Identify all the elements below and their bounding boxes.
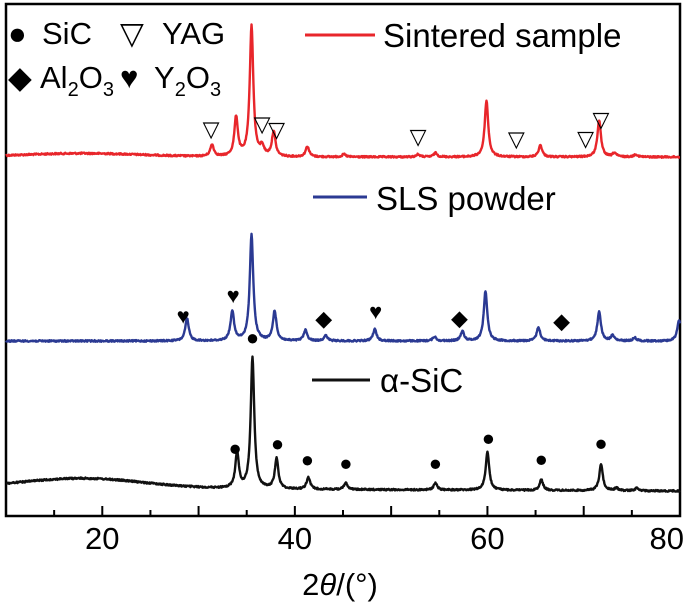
phase-marker-y2o3-sls-powder-3: ♥	[369, 299, 382, 324]
phase-marker-y2o3-sls-powder-1: ♥	[227, 283, 240, 308]
phase-marker-sic-sic-5: ●	[429, 450, 442, 475]
legend-series-sintered-label: Sintered sample	[383, 17, 621, 54]
phase-marker-yag-sintered-sample-6: ▽	[593, 107, 610, 132]
phase-marker-yag-sintered-sample-3: ▽	[410, 124, 427, 149]
phase-marker-sic-sic-2: ●	[271, 431, 284, 456]
phase-legend-label-yag: YAG	[162, 16, 225, 51]
phase-legend-symbol-yag: ▽	[120, 16, 144, 51]
phase-marker-sic-sic-4: ●	[339, 450, 352, 475]
phase-legend-label-al2o3: Al2O3	[40, 60, 114, 101]
x-tick-label-60: 60	[470, 521, 504, 556]
phase-marker-sic-sic-0: ●	[229, 436, 242, 461]
phase-legend-label-y2o3: Y2O3	[154, 60, 221, 101]
phase-marker-yag-sintered-sample-0: ▽	[203, 117, 220, 142]
phase-legend-symbol-y2o3: ♥	[120, 60, 138, 95]
series-line-sic	[5, 355, 681, 493]
phase-legend-symbol-al2o3: ◆	[8, 60, 32, 95]
legend-series-asic-label: α-SiC	[380, 362, 463, 399]
phase-legend-label-sic: SiC	[42, 16, 92, 51]
x-tick-label-80: 80	[650, 521, 684, 556]
phase-marker-sic-sic-8: ●	[594, 431, 607, 456]
phase-marker-yag-sintered-sample-5: ▽	[577, 126, 594, 151]
phase-legend-symbol-sic: ●	[8, 16, 27, 51]
x-axis-title: 2θ/(°)	[302, 567, 378, 602]
series-line-sls-powder	[4, 232, 682, 343]
phase-marker-al2o3-sls-powder-4: ◆	[451, 305, 468, 330]
x-tick-label-40: 40	[278, 521, 312, 556]
phase-marker-y2o3-sls-powder-0: ♥	[177, 304, 190, 329]
series-line-sintered-sample	[5, 23, 681, 159]
x-tick-label-20: 20	[85, 521, 119, 556]
phase-marker-al2o3-sls-powder-5: ◆	[553, 309, 570, 334]
phase-marker-yag-sintered-sample-1: ▽	[254, 112, 271, 137]
phase-marker-sic-sic-3: ●	[301, 447, 314, 472]
phase-marker-sic-sic-6: ●	[482, 426, 495, 451]
phase-marker-yag-sintered-sample-2: ▽	[268, 117, 285, 142]
phase-marker-sic-sic-7: ●	[535, 446, 548, 471]
phase-marker-al2o3-sls-powder-2: ◆	[315, 306, 332, 331]
legend-series-sls-label: SLS powder	[376, 180, 556, 217]
phase-marker-yag-sintered-sample-4: ▽	[508, 127, 525, 152]
phase-marker-sic-sic-1: ●	[246, 325, 259, 350]
